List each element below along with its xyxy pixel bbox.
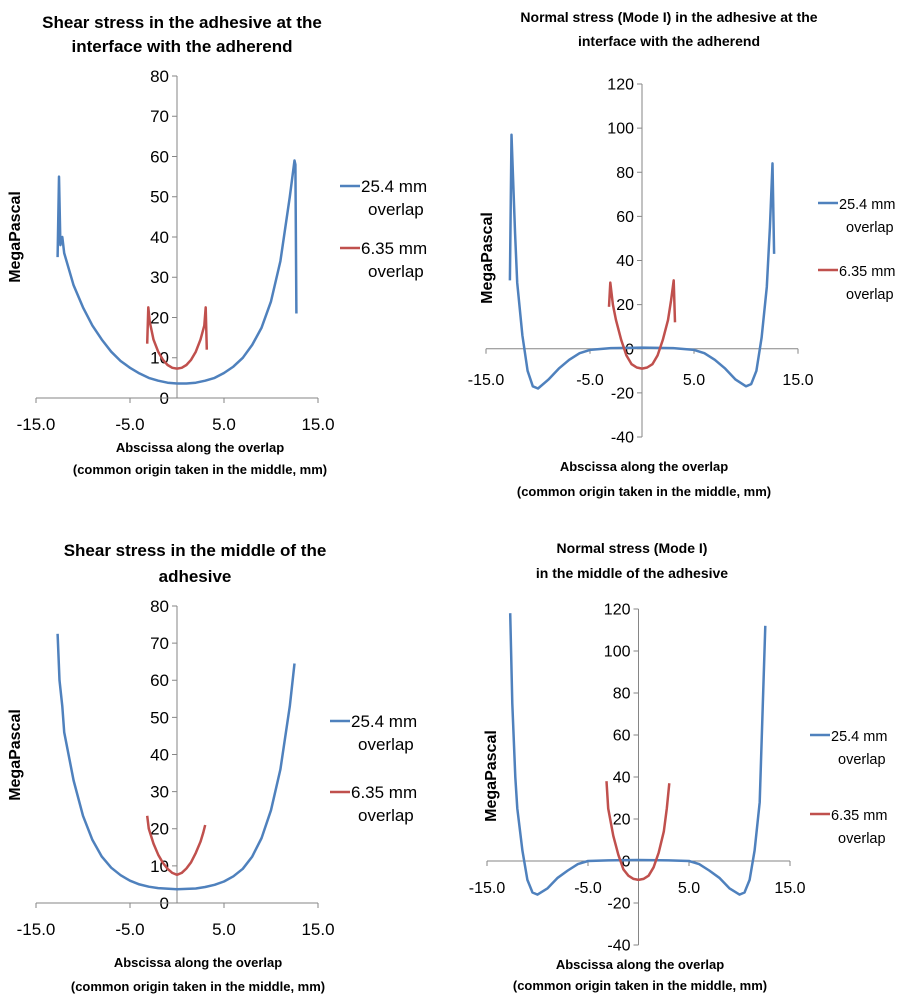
y-tick-label: 20 (150, 308, 169, 327)
series-line-1 (508, 133, 776, 390)
y-tick-label: 20 (616, 297, 634, 314)
x-tick-label: 15.0 (301, 920, 334, 939)
x-axis-label: (common origin taken in the middle, mm) (517, 484, 771, 499)
y-tick-label: 60 (616, 209, 634, 226)
y-axis-label: MegaPascal (479, 212, 496, 304)
legend-label: 25.4 mm (839, 197, 895, 213)
x-tick-label: 5.0 (212, 920, 236, 939)
x-tick-label: -15.0 (17, 920, 56, 939)
legend-label: 25.4 mm (831, 729, 887, 745)
y-tick-label: 100 (607, 121, 634, 138)
chart-panel-4: Normal stress (Mode I) in the middle of t… (469, 540, 888, 993)
legend-label: 6.35 mm (831, 808, 887, 824)
x-tick-label: 5.0 (683, 372, 705, 389)
legend-label: overlap (358, 735, 414, 754)
x-tick-label: 15.0 (301, 415, 334, 434)
series-line-1 (508, 613, 767, 896)
chart-panel-3: Shear stress in the middle of the adhesiv… (7, 541, 417, 994)
y-axis-label: MegaPascal (483, 730, 500, 822)
y-tick-label: 80 (150, 67, 169, 86)
chart-title-line: Normal stress (Mode I) in the adhesive a… (520, 9, 817, 25)
y-tick-label: 120 (607, 77, 634, 94)
y-tick-label: 50 (150, 708, 169, 727)
x-tick-label: 5.0 (678, 880, 700, 897)
chart-title-line: adhesive (159, 567, 232, 586)
y-tick-label: 0 (625, 341, 634, 358)
legend-label: 25.4 mm (361, 177, 427, 196)
legend-label: overlap (846, 220, 894, 236)
legend-label: 6.35 mm (361, 239, 427, 258)
legend-label: 6.35 mm (351, 783, 417, 802)
y-tick-label: 40 (150, 745, 169, 764)
y-tick-label: -40 (611, 430, 634, 447)
y-tick-label: -20 (607, 896, 630, 913)
y-tick-label: 80 (613, 686, 631, 703)
chart-title-line: interface with the adherend (578, 33, 760, 49)
y-tick-label: 80 (150, 597, 169, 616)
legend-label: overlap (358, 806, 414, 825)
y-tick-label: 70 (150, 107, 169, 126)
y-tick-label: 20 (613, 812, 631, 829)
series-line-1 (56, 159, 298, 385)
series-line-2 (607, 279, 677, 370)
y-tick-label: 40 (150, 228, 169, 247)
chart-title-line: Shear stress in the middle of the (64, 541, 327, 560)
x-axis-label: Abscissa along the overlap (560, 459, 728, 474)
y-tick-label: 30 (150, 268, 169, 287)
legend-label: overlap (846, 287, 894, 303)
x-axis-label: Abscissa along the overlap (114, 955, 282, 970)
x-axis-label: (common origin taken in the middle, mm) (71, 979, 325, 994)
y-tick-label: 20 (150, 820, 169, 839)
y-tick-label: 40 (613, 770, 631, 787)
y-tick-label: 70 (150, 634, 169, 653)
x-axis-label: (common origin taken in the middle, mm) (513, 978, 767, 993)
series-line-1 (56, 633, 296, 891)
y-tick-label: 30 (150, 783, 169, 802)
y-tick-label: 50 (150, 188, 169, 207)
chart-panel-2: Normal stress (Mode I) in the adhesive a… (468, 9, 896, 499)
x-tick-label: 5.0 (212, 415, 236, 434)
x-tick-label: 15.0 (782, 372, 813, 389)
y-tick-label: 120 (604, 602, 631, 619)
chart-panel-1: Shear stress in the adhesive at the inter… (7, 13, 427, 477)
y-tick-label: 40 (616, 253, 634, 270)
legend-label: overlap (838, 831, 886, 847)
x-tick-label: -15.0 (17, 415, 56, 434)
x-tick-label: -5.0 (115, 920, 144, 939)
chart-title-line: in the middle of the adhesive (536, 565, 728, 581)
y-tick-label: 10 (150, 857, 169, 876)
y-tick-label: 60 (150, 147, 169, 166)
series-line-2 (145, 306, 209, 370)
x-tick-label: 15.0 (774, 880, 805, 897)
x-axis-label: Abscissa along the overlap (556, 957, 724, 972)
y-axis-label: MegaPascal (7, 709, 24, 801)
chart-title-line: Shear stress in the adhesive at the (42, 13, 322, 32)
x-tick-label: -15.0 (469, 880, 506, 897)
x-tick-label: -5.0 (574, 880, 602, 897)
y-tick-label: 100 (604, 644, 631, 661)
legend-label: overlap (838, 752, 886, 768)
series-line-2 (145, 815, 207, 877)
x-tick-label: -5.0 (115, 415, 144, 434)
x-axis-label: Abscissa along the overlap (116, 440, 284, 455)
y-tick-label: -40 (607, 938, 630, 955)
y-tick-label: 60 (613, 728, 631, 745)
series-line-2 (605, 781, 671, 882)
y-tick-label: 0 (622, 854, 631, 871)
x-tick-label: -5.0 (576, 372, 604, 389)
x-axis-label: (common origin taken in the middle, mm) (73, 462, 327, 477)
legend-label: 25.4 mm (351, 712, 417, 731)
legend-label: overlap (368, 262, 424, 281)
x-tick-label: -15.0 (468, 372, 505, 389)
y-tick-label: -20 (611, 385, 634, 402)
y-axis-label: MegaPascal (7, 191, 24, 283)
legend-label: overlap (368, 200, 424, 219)
chart-title-line: interface with the adherend (71, 37, 292, 56)
y-tick-label: 60 (150, 671, 169, 690)
chart-title-line: Normal stress (Mode I) (557, 540, 708, 556)
legend-label: 6.35 mm (839, 264, 895, 280)
y-tick-label: 80 (616, 165, 634, 182)
